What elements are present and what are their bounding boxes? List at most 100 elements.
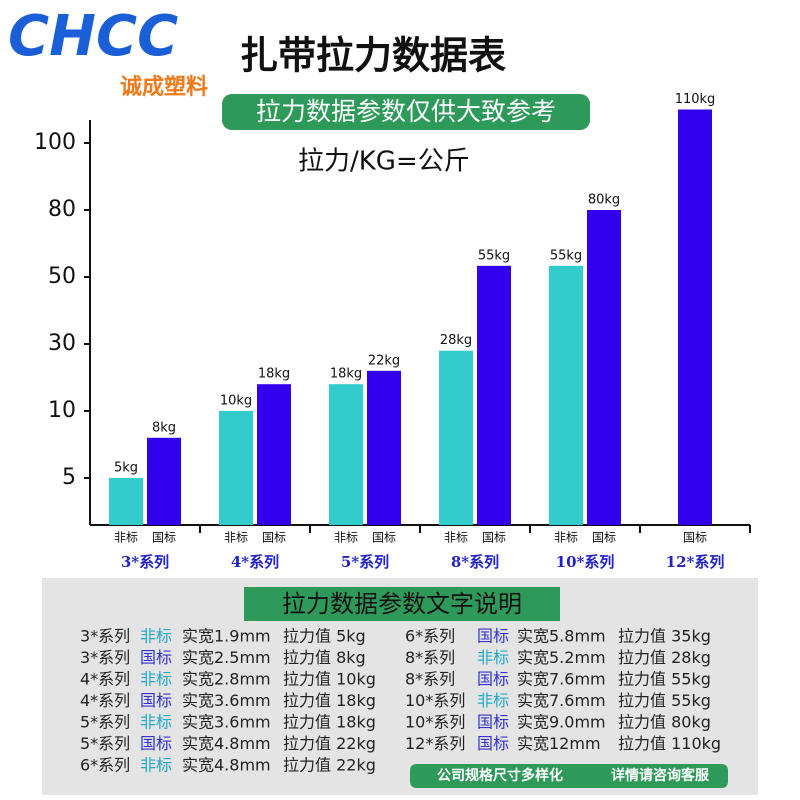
series-label: 非标 — [224, 531, 248, 545]
bar — [587, 210, 621, 525]
note-cell: 实宽12mm — [517, 734, 601, 753]
note-type: 非标 — [140, 670, 172, 689]
category-label: 10*系列 — [556, 553, 615, 571]
bar — [678, 109, 712, 525]
series-label: 国标 — [372, 531, 396, 545]
note-cell: 12*系列 — [405, 734, 465, 753]
value-label: 18kg — [330, 367, 362, 382]
note-cell: 实宽2.8mm — [182, 670, 271, 689]
bar — [367, 370, 401, 525]
note-type: 非标 — [140, 627, 172, 646]
note-type: 国标 — [477, 713, 509, 732]
logo-subtitle: 诚成塑料 — [120, 75, 208, 100]
category-label: 4*系列 — [231, 553, 279, 571]
annotation: 拉力/KG=公斤 — [298, 147, 470, 177]
series-label: 国标 — [152, 531, 176, 545]
note-type: 非标 — [477, 691, 509, 710]
value-label: 80kg — [588, 193, 620, 208]
note-cell: 3*系列 — [80, 627, 130, 646]
note-cell: 实宽9.0mm — [517, 713, 606, 732]
bar — [439, 350, 473, 525]
y-tick-label: 100 — [34, 130, 76, 155]
bar — [147, 437, 181, 525]
note-cell: 实宽2.5mm — [182, 648, 271, 667]
y-tick-label: 50 — [48, 264, 76, 289]
note-cell: 拉力值 80kg — [618, 713, 711, 732]
note-cell: 拉力值 35kg — [618, 627, 711, 646]
series-label: 国标 — [683, 531, 707, 545]
note-cell: 10*系列 — [405, 691, 465, 710]
value-label: 55kg — [550, 248, 582, 263]
value-label: 28kg — [440, 333, 472, 348]
note-cell: 拉力值 28kg — [618, 648, 711, 667]
note-cell: 实宽1.9mm — [182, 627, 271, 646]
note-type: 国标 — [140, 648, 172, 667]
series-label: 非标 — [334, 531, 358, 545]
chart-title: 扎带拉力数据表 — [240, 34, 506, 78]
note-cell: 拉力值 110kg — [618, 734, 721, 753]
bar — [477, 265, 511, 525]
note-type: 国标 — [140, 734, 172, 753]
value-label: 22kg — [368, 353, 400, 368]
series-label: 非标 — [444, 531, 468, 545]
note-type: 国标 — [140, 691, 172, 710]
footer-text: 详情请咨询客服 — [611, 767, 710, 784]
note-cell: 5*系列 — [80, 734, 130, 753]
note-cell: 3*系列 — [80, 648, 130, 667]
note-cell: 10*系列 — [405, 713, 465, 732]
value-label: 55kg — [478, 248, 510, 263]
value-label: 110kg — [675, 92, 716, 107]
note-cell: 实宽7.6mm — [517, 670, 606, 689]
note-cell: 实宽7.6mm — [517, 691, 606, 710]
value-label: 10kg — [220, 394, 252, 409]
y-tick-label: 10 — [48, 398, 76, 423]
footer-text: 公司规格尺寸多样化 — [437, 767, 563, 784]
note-cell: 拉力值 22kg — [283, 756, 376, 775]
y-tick-label: 80 — [48, 197, 76, 222]
bar — [109, 478, 143, 525]
value-label: 5kg — [114, 461, 138, 476]
logo: CHCC — [8, 4, 178, 69]
value-label: 18kg — [258, 367, 290, 382]
note-type: 非标 — [140, 756, 172, 775]
note-type: 国标 — [477, 627, 509, 646]
series-label: 非标 — [114, 531, 138, 545]
note-cell: 拉力值 5kg — [283, 627, 366, 646]
bar — [329, 384, 363, 525]
note-cell: 6*系列 — [405, 627, 455, 646]
category-label: 5*系列 — [341, 553, 389, 571]
note-cell: 实宽3.6mm — [182, 713, 271, 732]
note-cell: 6*系列 — [80, 756, 130, 775]
note-cell: 8*系列 — [405, 670, 455, 689]
note-cell: 实宽4.8mm — [182, 756, 271, 775]
note-cell: 4*系列 — [80, 670, 130, 689]
note-cell: 实宽5.8mm — [517, 627, 606, 646]
note-cell: 拉力值 8kg — [283, 648, 366, 667]
notes-title-badge — [244, 587, 560, 621]
bar — [219, 411, 253, 525]
note-cell: 拉力值 22kg — [283, 734, 376, 753]
series-label: 国标 — [262, 531, 286, 545]
note-type: 国标 — [477, 670, 509, 689]
note-cell: 实宽5.2mm — [517, 648, 606, 667]
note-cell: 拉力值 10kg — [283, 670, 376, 689]
bar — [549, 265, 583, 525]
note-cell: 拉力值 18kg — [283, 691, 376, 710]
category-label: 8*系列 — [451, 553, 499, 571]
note-cell: 8*系列 — [405, 648, 455, 667]
category-label: 12*系列 — [666, 553, 725, 571]
subtitle-badge — [222, 94, 590, 130]
series-label: 非标 — [554, 531, 578, 545]
y-tick-label: 5 — [62, 465, 76, 490]
chart-subtitle: 拉力数据参数仅供大致参考 — [256, 97, 556, 126]
note-cell: 实宽4.8mm — [182, 734, 271, 753]
series-label: 国标 — [592, 531, 616, 545]
series-label: 国标 — [482, 531, 506, 545]
value-label: 8kg — [152, 420, 176, 435]
note-cell: 实宽3.6mm — [182, 691, 271, 710]
note-type: 非标 — [477, 648, 509, 667]
note-cell: 5*系列 — [80, 713, 130, 732]
notes-title: 拉力数据参数文字说明 — [282, 590, 522, 618]
note-type: 非标 — [140, 713, 172, 732]
